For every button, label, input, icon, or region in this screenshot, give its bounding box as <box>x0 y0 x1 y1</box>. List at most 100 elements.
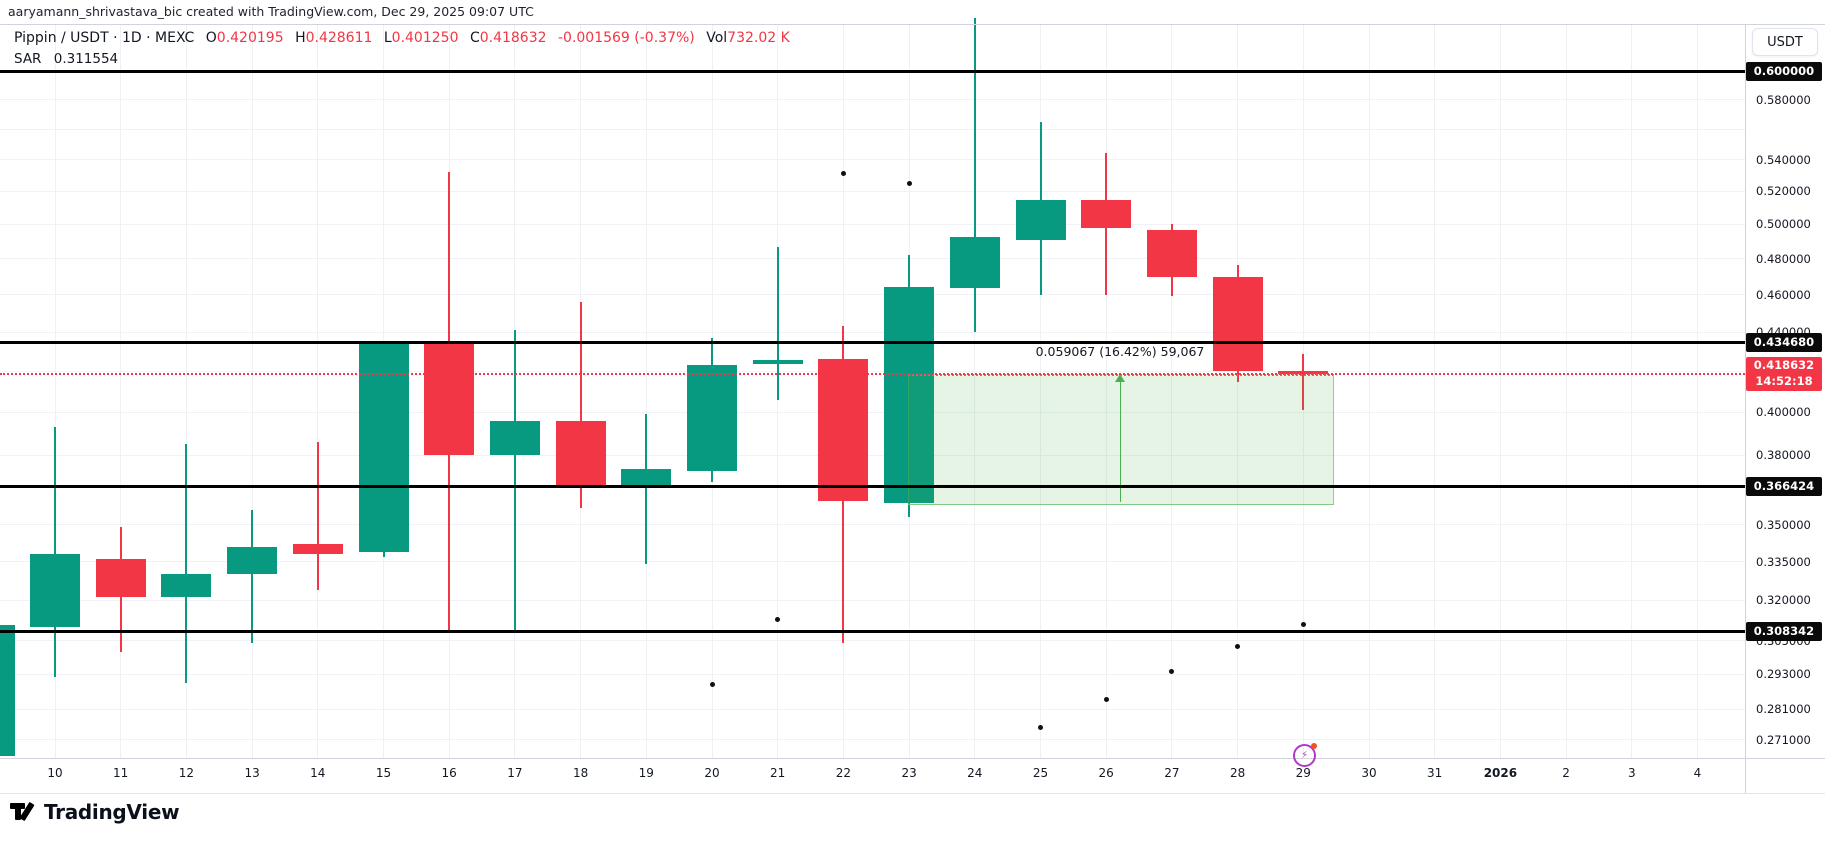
price-tick-label: 0.350000 <box>1756 517 1811 532</box>
currency-unit-button[interactable]: USDT <box>1752 28 1818 56</box>
horizontal-level-line[interactable] <box>0 340 1745 344</box>
time-tick-label: 20 <box>704 766 720 780</box>
horizontal-gridline <box>0 332 1745 333</box>
symbol-legend[interactable]: Pippin / USDT · 1D · MEXC O0.420195 H0.4… <box>14 30 790 46</box>
vertical-gridline <box>1566 25 1567 758</box>
candle-body <box>1081 199 1132 228</box>
candle-body <box>227 546 278 575</box>
price-tick-label: 0.520000 <box>1756 184 1811 199</box>
high-value: 0.428611 <box>305 30 373 46</box>
current-price-badge: 0.418632 14:52:18 <box>1746 357 1822 391</box>
horizontal-gridline <box>0 412 1745 413</box>
vertical-gridline <box>252 25 253 758</box>
candle-body <box>489 420 540 456</box>
close-label: C <box>469 30 480 46</box>
time-tick-label: 13 <box>244 766 260 780</box>
header-divider <box>0 24 1825 25</box>
price-range-box[interactable] <box>907 373 1335 505</box>
horizontal-level-line[interactable] <box>0 629 1745 633</box>
time-tick-label: 11 <box>113 766 129 780</box>
level-price-badge: 0.434680 <box>1746 332 1822 352</box>
time-tick-label: 10 <box>47 766 63 780</box>
horizontal-level-line[interactable] <box>0 69 1745 73</box>
candle-body <box>95 559 146 598</box>
level-price-badge: 0.308342 <box>1746 621 1822 641</box>
candle-body <box>424 343 475 456</box>
current-price-value: 0.418632 <box>1753 358 1815 373</box>
time-tick-label: 2 <box>1562 766 1570 780</box>
low-label: L <box>383 30 392 46</box>
candle-body <box>752 360 803 365</box>
candle-partial <box>0 624 15 756</box>
horizontal-gridline <box>0 561 1745 562</box>
vertical-gridline <box>974 25 975 758</box>
time-tick-label: 28 <box>1229 766 1246 780</box>
current-price-line <box>0 372 1745 375</box>
sar-indicator-name: SAR <box>14 51 42 67</box>
horizontal-gridline <box>0 129 1745 130</box>
horizontal-gridline <box>0 191 1745 192</box>
time-tick-label: 29 <box>1295 766 1311 780</box>
sar-dot <box>1235 643 1241 649</box>
price-range-arrow-up <box>1115 373 1126 382</box>
candle-body <box>884 287 935 504</box>
vertical-gridline <box>1040 25 1041 758</box>
time-tick-label: 31 <box>1427 766 1443 780</box>
price-tick-label: 0.281000 <box>1756 702 1811 717</box>
vertical-gridline <box>646 25 647 758</box>
horizontal-gridline <box>0 99 1745 100</box>
price-tick-label: 0.335000 <box>1756 554 1811 569</box>
sar-dot <box>906 180 912 186</box>
symbol-title[interactable]: Pippin / USDT · 1D · MEXC <box>14 30 195 46</box>
bar-countdown: 14:52:18 <box>1755 374 1813 388</box>
candle-wick <box>776 246 779 400</box>
time-axis-border <box>0 758 1825 759</box>
candle-wick <box>579 301 582 508</box>
candle-body <box>161 574 212 598</box>
horizontal-gridline <box>0 674 1745 675</box>
horizontal-level-line[interactable] <box>0 484 1745 488</box>
tradingview-logo-icon <box>10 800 36 824</box>
time-tick-label: 15 <box>375 766 392 780</box>
candle-wick <box>513 330 516 630</box>
indicator-legend-sar[interactable]: SAR 0.311554 <box>14 51 118 67</box>
candle-wick <box>1302 354 1305 410</box>
open-value: 0.420195 <box>216 30 284 46</box>
time-tick-label: 26 <box>1098 766 1114 780</box>
horizontal-gridline <box>0 294 1745 295</box>
horizontal-gridline <box>0 224 1745 225</box>
low-value: 0.401250 <box>391 30 459 46</box>
time-tick-label: 30 <box>1361 766 1377 780</box>
price-tick-label: 0.500000 <box>1756 217 1811 232</box>
price-tick-label: 0.320000 <box>1756 593 1811 608</box>
time-tick-label: 22 <box>835 766 852 780</box>
level-price-badge: 0.600000 <box>1746 61 1822 81</box>
sar-dot <box>775 617 781 623</box>
time-tick-label: 12 <box>178 766 195 780</box>
open-label: O <box>205 30 217 46</box>
change-value: -0.001569 (-0.37%) <box>557 30 695 46</box>
price-chart-plot[interactable] <box>0 0 1745 758</box>
horizontal-gridline <box>0 640 1745 641</box>
horizontal-gridline <box>0 524 1745 525</box>
price-tick-label: 0.540000 <box>1756 152 1811 167</box>
boost-lightning-icon[interactable]: ⚡ <box>1293 743 1317 767</box>
candle-body <box>358 342 409 552</box>
vertical-gridline <box>120 25 121 758</box>
horizontal-gridline <box>0 159 1745 160</box>
candle-wick <box>251 510 254 644</box>
candle-wick <box>973 17 976 333</box>
time-tick-label: 14 <box>310 766 326 780</box>
sar-dot <box>1103 696 1109 702</box>
time-tick-label: 25 <box>1032 766 1049 780</box>
horizontal-gridline <box>0 739 1745 740</box>
candle-wick <box>645 414 648 565</box>
candle-body <box>687 365 737 472</box>
sar-dot <box>709 681 715 687</box>
vertical-gridline <box>1171 25 1172 758</box>
price-axis-border <box>1745 25 1746 793</box>
price-tick-label: 0.380000 <box>1756 448 1811 463</box>
price-tick-label: 0.400000 <box>1756 405 1811 420</box>
tradingview-logo[interactable]: TradingView <box>10 800 180 824</box>
